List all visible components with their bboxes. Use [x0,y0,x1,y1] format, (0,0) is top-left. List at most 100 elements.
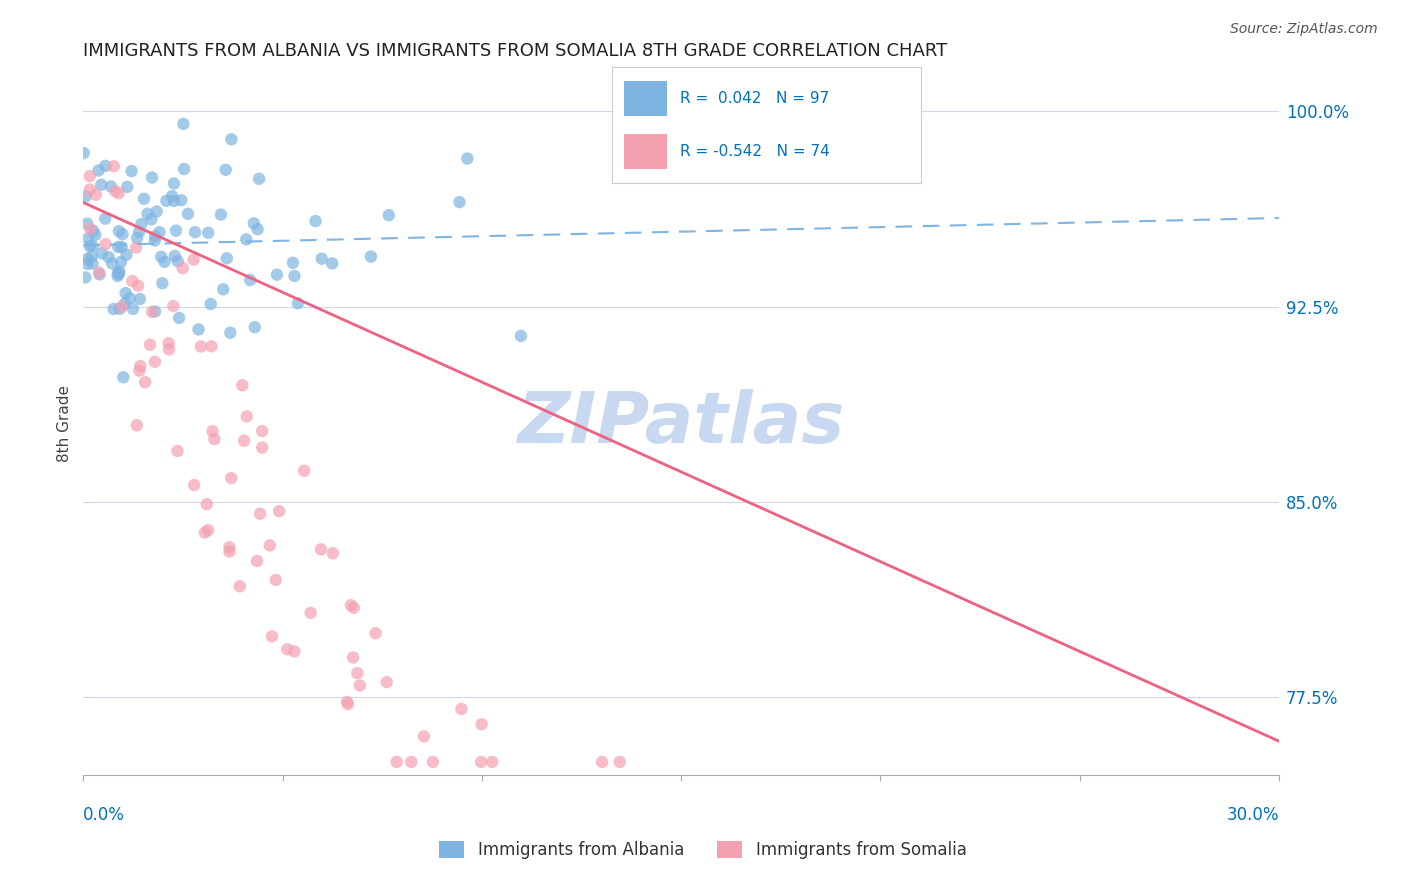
Point [172,261,194,276]
Point [77,231,100,245]
Point [110,240,132,254]
Point [200,339,222,353]
Point [471,717,494,731]
Point [266,268,288,282]
Point [219,471,242,485]
Point [283,268,305,283]
Point [80,250,103,264]
Point [364,626,387,640]
Point [94,211,117,226]
Point [131,217,153,231]
Point [155,194,177,208]
Point [134,376,156,390]
Point [160,189,183,203]
Point [143,234,166,248]
Text: R = -0.542   N = 74: R = -0.542 N = 74 [679,144,830,159]
Point [127,278,149,293]
Point [591,755,613,769]
Point [136,207,159,221]
Point [76,217,98,231]
Point [79,183,101,197]
Point [73,146,96,161]
Point [609,755,631,769]
Point [173,161,195,176]
Point [299,606,322,620]
Point [246,554,269,568]
Point [108,301,131,316]
Point [219,326,242,340]
Point [292,464,315,478]
Point [246,222,269,236]
Point [127,231,149,245]
Point [201,424,224,438]
Point [337,697,360,711]
Point [132,192,155,206]
Point [84,187,107,202]
Point [450,702,472,716]
Point [150,277,173,291]
Point [87,265,110,279]
Point [276,642,298,657]
Point [349,678,371,692]
Point [195,497,218,511]
Point [340,599,363,613]
Point [157,336,180,351]
Point [170,193,193,207]
Point [141,212,163,227]
Point [229,579,252,593]
Point [218,544,240,558]
Point [309,542,332,557]
Point [215,162,238,177]
Point [107,240,129,254]
Point [118,291,141,305]
Point [100,179,122,194]
Point [79,169,101,183]
Point [215,252,238,266]
Point [82,239,104,253]
Point [346,666,368,681]
Point [470,755,492,769]
Point [167,310,190,325]
Point [150,250,173,264]
Point [165,224,187,238]
FancyBboxPatch shape [624,81,668,116]
Point [122,301,145,316]
Point [101,256,124,270]
Legend: Immigrants from Albania, Immigrants from Somalia: Immigrants from Albania, Immigrants from… [433,834,973,866]
Point [360,250,382,264]
Point [231,378,253,392]
Point [456,152,478,166]
Point [336,695,359,709]
Point [75,270,97,285]
Point [422,755,444,769]
Point [148,225,170,239]
Point [163,177,186,191]
Text: Source: ZipAtlas.com: Source: ZipAtlas.com [1230,22,1378,37]
Point [111,300,134,314]
Point [250,424,273,438]
Point [104,184,127,198]
Point [375,675,398,690]
Point [385,755,408,769]
Point [108,224,131,238]
Point [283,644,305,658]
Point [141,305,163,319]
Point [190,339,212,353]
Point [481,755,503,769]
Point [121,164,143,178]
Point [187,322,209,336]
Point [200,297,222,311]
Point [87,163,110,178]
Point [121,274,143,288]
Point [236,409,259,424]
Point [242,216,264,230]
Point [177,207,200,221]
Point [82,257,104,271]
Point [97,250,120,264]
Point [259,538,281,552]
Point [243,320,266,334]
Point [269,504,291,518]
Point [115,247,138,261]
Point [153,254,176,268]
Point [108,264,131,278]
